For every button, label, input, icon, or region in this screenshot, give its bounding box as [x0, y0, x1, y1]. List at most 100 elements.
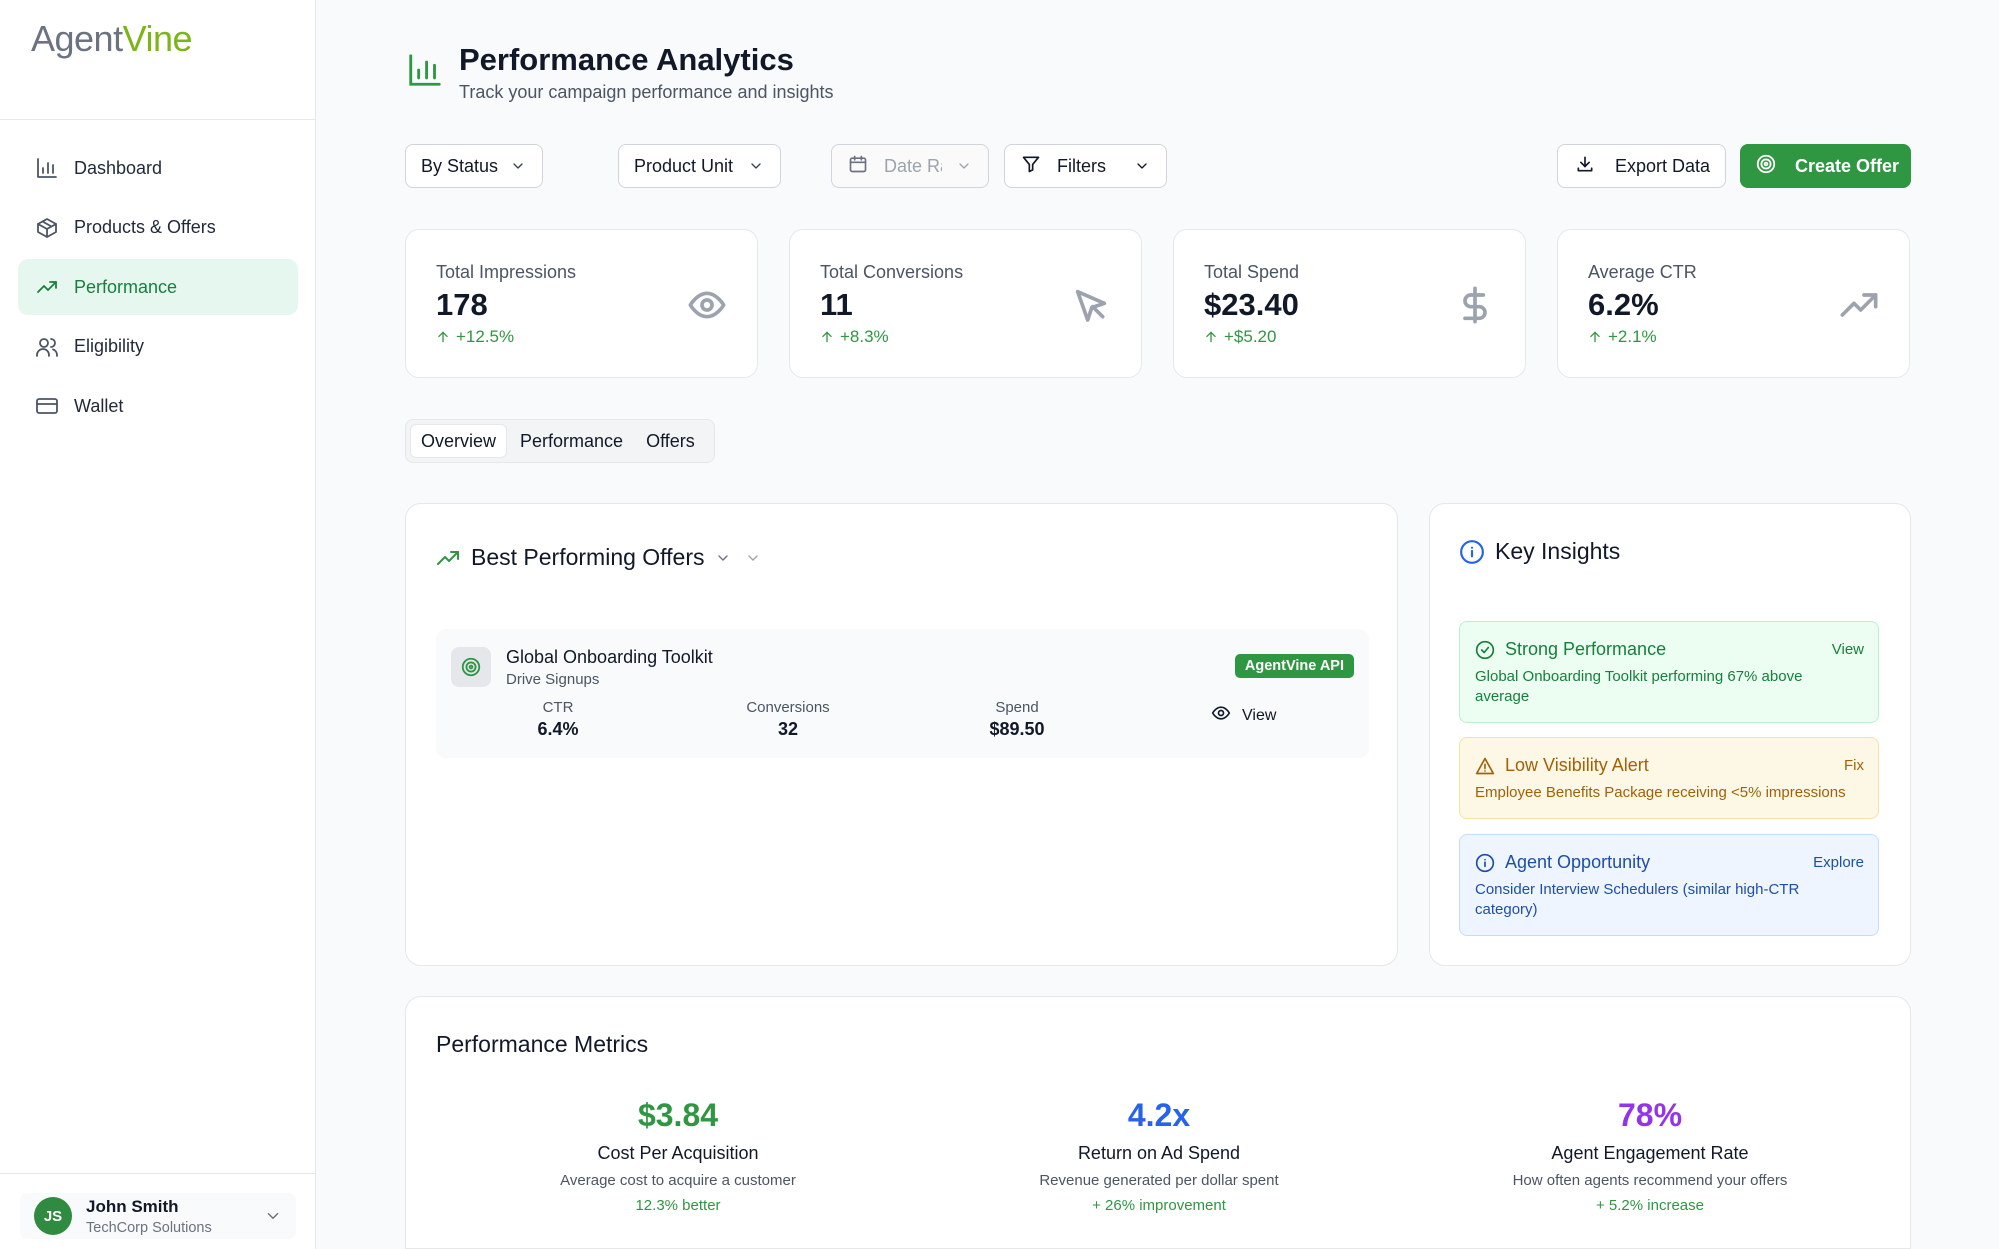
- info-icon: [1475, 853, 1495, 873]
- info-icon: [1459, 539, 1485, 570]
- metric-value: 78%: [1617, 1097, 1683, 1133]
- trending-up-icon: [34, 274, 60, 300]
- key-insights-title: Key Insights: [1495, 538, 1621, 564]
- tab-offers[interactable]: Offers: [646, 430, 695, 451]
- calendar-icon: [848, 154, 868, 179]
- insight-title: Low Visibility Alert: [1505, 755, 1649, 775]
- insight-title: Strong Performance: [1505, 639, 1667, 659]
- sidebar-item-performance[interactable]: Performance: [18, 259, 298, 315]
- eye-icon: [1211, 703, 1231, 728]
- stat-value: 11: [820, 287, 853, 322]
- trending-up-icon: [1839, 285, 1879, 325]
- sidebar-item-label: Performance: [74, 276, 178, 297]
- product-unit-select[interactable]: Product Unit: [618, 144, 781, 188]
- warning-icon: [1475, 756, 1495, 776]
- stat-card-ctr: Average CTR 6.2% +2.1%: [1557, 229, 1910, 378]
- chevron-down-icon: [748, 158, 764, 179]
- key-insights-card: Key Insights Strong Performance View Glo…: [1429, 503, 1911, 966]
- insight-explore-link[interactable]: Explore: [1813, 854, 1864, 871]
- stat-card-conversions: Total Conversions 11 +8.3%: [789, 229, 1142, 378]
- app-logo[interactable]: AgentVine: [31, 18, 192, 59]
- sidebar-item-label: Products & Offers: [74, 217, 216, 237]
- insight-agent-opportunity: Agent Opportunity Explore Consider Inter…: [1459, 834, 1879, 936]
- stat-delta: +2.1%: [1588, 327, 1657, 347]
- chevron-down-icon: [264, 1207, 282, 1230]
- sidebar-item-dashboard[interactable]: Dashboard: [18, 140, 298, 196]
- status-filter-select[interactable]: By Status: [405, 144, 543, 188]
- metric-value: 6.4%: [537, 719, 579, 739]
- offer-view-button[interactable]: View: [1211, 703, 1276, 728]
- metric-engagement: 78% Agent Engagement Rate How often agen…: [1480, 1097, 1820, 1214]
- tab-performance[interactable]: Performance: [520, 430, 624, 451]
- insight-view-link[interactable]: View: [1831, 641, 1864, 658]
- chevron-down-icon[interactable]: [745, 550, 761, 571]
- date-range-picker[interactable]: Date Ra: [831, 144, 989, 188]
- metric-value: 32: [777, 719, 799, 739]
- sidebar-item-wallet[interactable]: Wallet: [18, 378, 298, 434]
- metric-description: Revenue generated per dollar spent: [1039, 1172, 1279, 1189]
- product-unit-value: Product Unit: [634, 155, 734, 176]
- filters-button[interactable]: Filters: [1004, 144, 1167, 188]
- sidebar-item-eligibility[interactable]: Eligibility: [18, 319, 298, 375]
- stat-label: Total Conversions: [820, 262, 964, 282]
- create-offer-button[interactable]: Create Offer: [1740, 144, 1911, 188]
- date-range-placeholder: Date Ra: [884, 155, 942, 176]
- insight-body: Global Onboarding Toolkit performing 67%…: [1475, 668, 1803, 705]
- page-subtitle: Track your campaign performance and insi…: [459, 82, 834, 102]
- package-icon: [34, 215, 60, 241]
- offer-metric-spend: Spend $89.50: [947, 699, 1087, 740]
- stat-delta: +8.3%: [820, 327, 889, 347]
- offer-metric-conversions: Conversions 32: [718, 699, 858, 740]
- avatar: JS: [34, 1197, 72, 1235]
- insight-body: Consider Interview Schedulers (similar h…: [1475, 881, 1800, 918]
- user-org: TechCorp Solutions: [86, 1219, 212, 1236]
- create-offer-label: Create Offer: [1795, 155, 1900, 176]
- stat-card-impressions: Total Impressions 178 +12.5%: [405, 229, 758, 378]
- metric-description: Average cost to acquire a customer: [560, 1172, 796, 1189]
- target-icon: [451, 647, 491, 687]
- stat-delta: +$5.20: [1204, 327, 1276, 347]
- filters-label: Filters: [1057, 155, 1106, 176]
- bar-chart-icon: [406, 51, 444, 89]
- view-label: View: [1242, 706, 1277, 724]
- stat-delta: +12.5%: [436, 327, 514, 347]
- metric-label: CTR: [542, 699, 574, 716]
- cursor-icon: [1071, 285, 1111, 325]
- insight-fix-link[interactable]: Fix: [1844, 757, 1864, 774]
- sort-dropdown-chevron[interactable]: [715, 550, 731, 571]
- user-menu[interactable]: JS John Smith TechCorp Solutions: [20, 1193, 296, 1239]
- metric-delta: + 26% improvement: [1092, 1197, 1226, 1214]
- stat-value: 178: [436, 287, 488, 322]
- sidebar-divider: [0, 119, 316, 120]
- stat-value: $23.40: [1204, 287, 1299, 322]
- status-filter-value: By Status: [421, 155, 499, 176]
- insight-title: Agent Opportunity: [1505, 852, 1651, 872]
- sidebar-divider: [0, 1173, 316, 1174]
- metric-description: How often agents recommend your offers: [1512, 1172, 1788, 1189]
- metric-label: Spend: [995, 699, 1039, 716]
- eye-icon: [687, 285, 727, 325]
- sidebar-item-label: Wallet: [74, 395, 124, 416]
- credit-card-icon: [34, 393, 60, 419]
- stat-value: 6.2%: [1588, 287, 1659, 322]
- users-icon: [34, 334, 60, 360]
- metric-delta: 12.3% better: [635, 1197, 721, 1214]
- best-offers-title: Best Performing Offers: [471, 544, 705, 570]
- export-data-button[interactable]: Export Data: [1557, 144, 1726, 188]
- offer-row[interactable]: Global Onboarding Toolkit Drive Signups …: [436, 629, 1369, 758]
- metric-value: $3.84: [637, 1097, 719, 1133]
- metric-roas: 4.2x Return on Ad Spend Revenue generate…: [989, 1097, 1329, 1214]
- tab-overview[interactable]: Overview: [410, 424, 508, 458]
- offer-metric-ctr: CTR 6.4%: [488, 699, 628, 740]
- metric-label: Agent Engagement Rate: [1551, 1143, 1749, 1163]
- sidebar-nav: Dashboard Products & Offers Performance …: [18, 140, 298, 438]
- bar-chart-icon: [34, 155, 60, 181]
- metric-value: $89.50: [989, 719, 1045, 739]
- arrow-up-icon: [822, 331, 832, 343]
- dollar-icon: [1455, 285, 1495, 325]
- view-tabs: Overview Performance Offers: [405, 419, 715, 463]
- sidebar-item-products-offers[interactable]: Products & Offers: [18, 200, 298, 256]
- chevron-down-icon: [1134, 158, 1150, 179]
- performance-metrics-card: Performance Metrics $3.84 Cost Per Acqui…: [405, 996, 1911, 1249]
- arrow-up-icon: [438, 331, 448, 343]
